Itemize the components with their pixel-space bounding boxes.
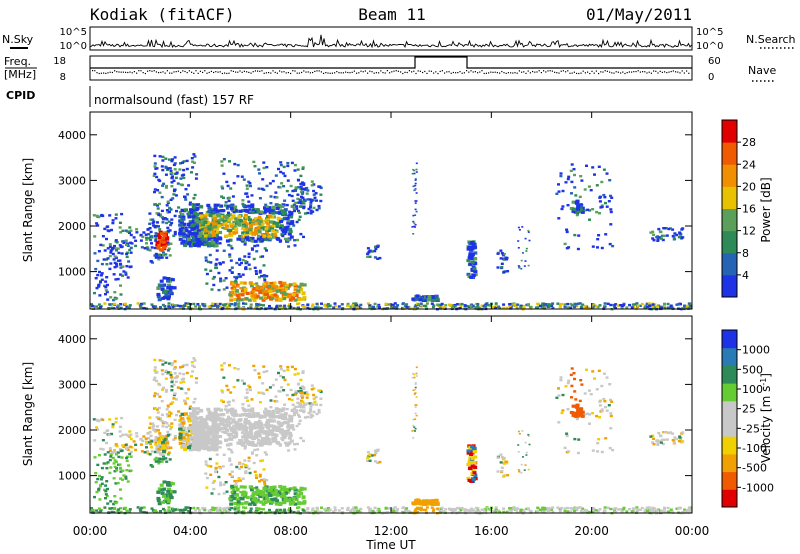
freq-strip: Freq. [MHz] 18 8 60 0 Nave — [4, 55, 776, 83]
x-tick-label: 20:00 — [574, 524, 609, 538]
colorbar-tick-label: 1000 — [742, 344, 770, 357]
colorbar-tick-label: 8 — [742, 247, 749, 260]
colorbar-tick-label: -25 — [742, 422, 760, 435]
y-tick-label: 4000 — [58, 129, 86, 142]
velocity-y-label: Slant Range [km] — [21, 362, 35, 466]
noise-tick-bottom-right: 10^0 — [696, 41, 723, 52]
power-colorbar: 4 8 12 16 20 24 28 Power [dB] — [721, 119, 773, 298]
y-tick-label: 4000 — [58, 333, 86, 346]
x-axis-label: Time UT — [365, 538, 416, 552]
y-tick-label: 2000 — [58, 424, 86, 437]
station-title: Kodiak (fitACF) — [90, 5, 235, 24]
cpid-text: normalsound (fast) 157 RF — [94, 93, 254, 107]
colorbar-tick-label: -100 — [742, 442, 767, 455]
x-tick-label: 08:00 — [273, 524, 308, 538]
velocity-colorbar-label: Velocity [m s-1] — [759, 373, 773, 463]
colorbar-tick-label: 20 — [742, 180, 756, 193]
y-tick-label: 1000 — [58, 266, 86, 279]
colorbar-tick-label: -1000 — [742, 481, 774, 494]
noise-strip: N.Sky N.Search 10^5 10^0 10^5 10^0 — [2, 26, 796, 52]
velocity-y-ticks: 1000 2000 3000 4000 — [58, 333, 692, 483]
velocity-colorbar: 1000 500 100 25 -25 -100 -500 -1000 Velocity [m… — [721, 329, 774, 508]
nsky-label: N.Sky — [2, 33, 34, 46]
date-title: 01/May/2011 — [586, 5, 692, 24]
x-tick-label: 00:00 — [675, 524, 710, 538]
freq-unit-label: [MHz] — [4, 68, 36, 81]
colorbar-tick-label: -500 — [742, 462, 767, 475]
nave-trace — [92, 70, 690, 75]
colorbar-tick-label: 24 — [742, 158, 756, 171]
velocity-panel: 1000 2000 3000 4000 Slant Range [km] — [21, 315, 693, 515]
y-tick-label: 1000 — [58, 470, 86, 483]
colorbar-tick-label: 28 — [742, 136, 756, 149]
nave-tick-bottom: 0 — [708, 72, 714, 83]
x-tick-label: 12:00 — [374, 524, 409, 538]
power-colorbar-label: Power [dB] — [759, 177, 773, 242]
x-tick-label: 04:00 — [173, 524, 208, 538]
beam-title: Beam 11 — [358, 5, 425, 24]
freq-tick-top: 18 — [53, 56, 66, 67]
noise-tick-top-right: 10^5 — [696, 27, 723, 38]
freq-trace — [90, 56, 692, 69]
y-tick-label: 3000 — [58, 378, 86, 391]
noise-trace — [89, 34, 692, 49]
cpid-label: CPID — [6, 89, 35, 102]
colorbar-tick-label: 16 — [742, 203, 756, 216]
x-axis-ticks: 00:00 04:00 08:00 12:00 16:00 20:00 00:00 — [73, 112, 710, 538]
power-y-ticks: 1000 2000 3000 4000 — [58, 129, 692, 279]
noise-tick-top-left: 10^5 — [60, 27, 87, 38]
x-tick-label: 16:00 — [474, 524, 509, 538]
y-tick-label: 2000 — [58, 220, 86, 233]
x-tick-label: 00:00 — [73, 524, 108, 538]
freq-tick-bottom: 8 — [60, 72, 66, 83]
freq-label: Freq. — [4, 55, 31, 68]
velocity-data — [90, 357, 693, 515]
power-panel: 1000 2000 3000 4000 Slant Range [km] — [21, 111, 693, 311]
colorbar-tick-label: 25 — [742, 403, 756, 416]
nave-label: Nave — [748, 64, 776, 77]
y-tick-label: 3000 — [58, 174, 86, 187]
power-y-label: Slant Range [km] — [21, 158, 35, 262]
colorbar-tick-label: 500 — [742, 363, 763, 376]
nave-tick-top: 60 — [708, 56, 721, 67]
nsearch-label: N.Search — [746, 33, 796, 46]
noise-tick-bottom-left: 10^0 — [60, 41, 87, 52]
colorbar-tick-label: 100 — [742, 383, 763, 396]
power-data — [90, 153, 693, 311]
colorbar-tick-label: 12 — [742, 225, 756, 238]
colorbar-tick-label: 4 — [742, 269, 749, 282]
